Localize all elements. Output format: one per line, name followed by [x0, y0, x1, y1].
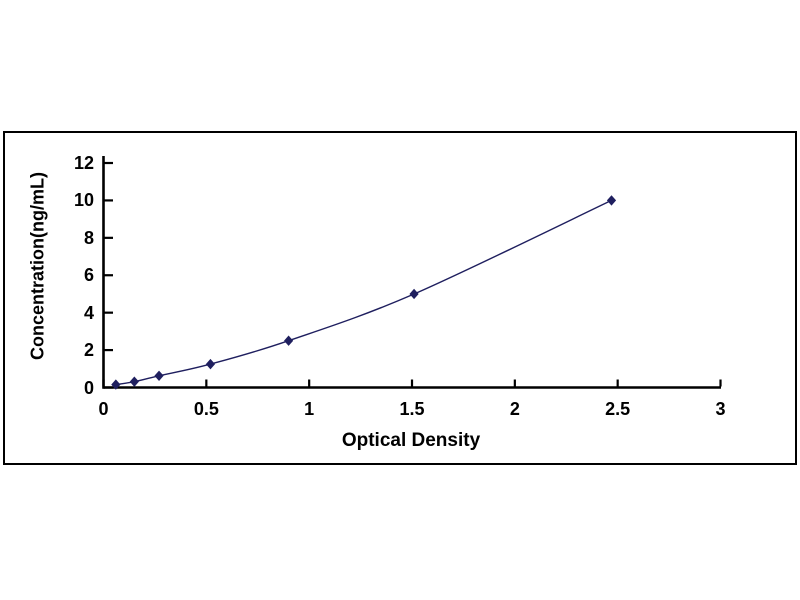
y-tick-label: 12	[73, 153, 94, 173]
axes	[102, 156, 721, 389]
x-axis-title: Optical Density	[341, 430, 481, 451]
data-point-marker	[409, 288, 419, 300]
axis-ticks	[102, 161, 722, 389]
y-tick-label: 10	[73, 190, 94, 211]
x-tick-label: 2	[509, 399, 520, 419]
y-tick-label: 2	[83, 340, 94, 361]
x-tick-label: 0	[98, 399, 109, 419]
x-tick-label: 3	[715, 399, 726, 419]
data-point-markers	[111, 195, 617, 390]
data-point-marker	[154, 370, 164, 382]
y-axis-title: Concentration(ng/mL)	[27, 172, 48, 360]
x-tick-label: 0.5	[193, 399, 219, 419]
data-point-marker	[284, 335, 294, 346]
x-tick-label: 2.5	[605, 399, 631, 419]
x-tick-label: 1.5	[399, 399, 425, 419]
y-tick-label: 4	[83, 302, 94, 323]
data-point-marker	[111, 379, 121, 390]
x-tick-label: 1	[304, 399, 315, 419]
y-tick-label: 8	[83, 227, 94, 248]
y-tick-label: 0	[83, 377, 94, 398]
data-point-marker	[606, 195, 617, 206]
data-point-marker	[205, 358, 216, 370]
data-point-marker	[129, 376, 139, 387]
curve-line	[115, 199, 612, 386]
chart-border-box	[3, 131, 797, 465]
y-tick-label: 6	[83, 265, 94, 286]
